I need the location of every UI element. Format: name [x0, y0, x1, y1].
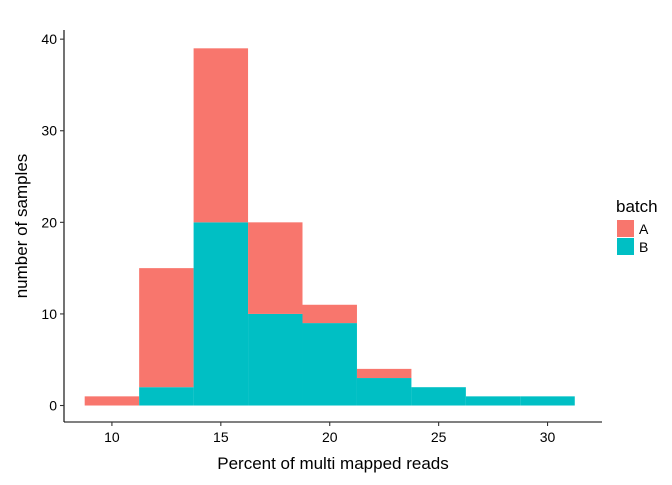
bar-A-4: [302, 304, 357, 324]
bar-A-1: [139, 268, 194, 388]
y-tick-label-20: 20: [41, 214, 57, 230]
axes-layer: [63, 30, 602, 423]
x-tick-label-10: 10: [104, 429, 120, 445]
legend-label-B: B: [639, 239, 648, 255]
bar-B-5: [356, 378, 412, 406]
bar-A-0: [84, 396, 140, 406]
y-tick-label-40: 40: [41, 31, 57, 47]
bar-B-3: [248, 313, 303, 406]
y-tick-label-0: 0: [49, 398, 57, 414]
bar-A-5: [356, 368, 412, 379]
y-tick-label-30: 30: [41, 123, 57, 139]
bar-A-3: [248, 222, 303, 314]
bar-B-6: [411, 387, 466, 406]
bar-B-1: [139, 387, 194, 406]
x-tick-label-15: 15: [213, 429, 229, 445]
legend: batch AB: [616, 197, 658, 255]
legend-swatch-A: [617, 220, 634, 237]
bars-layer: [84, 48, 575, 406]
legend-label-A: A: [639, 221, 649, 237]
bar-B-4: [302, 323, 357, 406]
legend-title: batch: [616, 197, 658, 216]
bar-B-7: [465, 396, 521, 406]
y-tick-label-10: 10: [41, 306, 57, 322]
legend-swatch-B: [617, 238, 634, 255]
x-tick-label-20: 20: [322, 429, 338, 445]
x-tick-label-30: 30: [540, 429, 556, 445]
x-axis-title: Percent of multi mapped reads: [217, 454, 449, 473]
bar-B-8: [520, 396, 575, 406]
bar-B-2: [193, 222, 249, 406]
legend-items: AB: [617, 220, 649, 255]
bar-A-2: [193, 48, 249, 223]
ticks-layer: 0 10 20 30 40 10 15 20 25 30: [41, 31, 555, 445]
x-tick-label-25: 25: [431, 429, 447, 445]
y-axis-title: number of samples: [12, 154, 31, 299]
